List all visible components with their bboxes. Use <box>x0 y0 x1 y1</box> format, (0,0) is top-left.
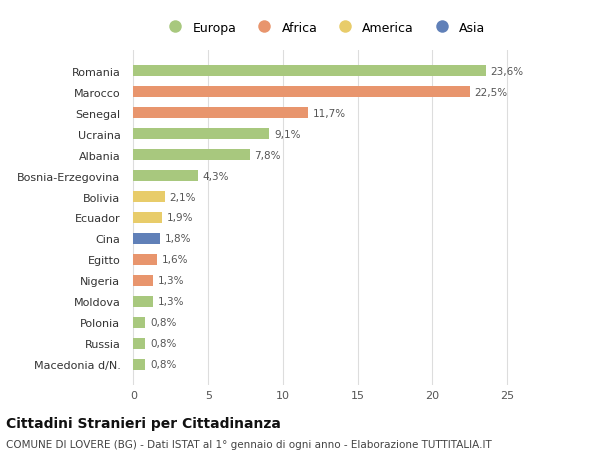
Bar <box>133 66 486 77</box>
Text: 7,8%: 7,8% <box>254 150 281 160</box>
Bar <box>133 191 165 203</box>
Bar <box>133 212 162 224</box>
Text: 1,3%: 1,3% <box>157 297 184 307</box>
Text: 23,6%: 23,6% <box>491 67 524 77</box>
Bar <box>133 87 470 98</box>
Bar <box>133 359 145 370</box>
Bar <box>133 275 153 286</box>
Text: 0,8%: 0,8% <box>150 318 176 328</box>
Text: 1,8%: 1,8% <box>165 234 191 244</box>
Bar <box>133 150 250 161</box>
Bar <box>133 233 160 245</box>
Bar <box>133 338 145 349</box>
Text: 1,3%: 1,3% <box>157 276 184 286</box>
Text: 9,1%: 9,1% <box>274 129 301 139</box>
Bar <box>133 254 157 266</box>
Text: COMUNE DI LOVERE (BG) - Dati ISTAT al 1° gennaio di ogni anno - Elaborazione TUT: COMUNE DI LOVERE (BG) - Dati ISTAT al 1°… <box>6 440 492 449</box>
Text: 0,8%: 0,8% <box>150 339 176 349</box>
Text: 4,3%: 4,3% <box>202 171 229 181</box>
Text: 1,9%: 1,9% <box>166 213 193 223</box>
Text: 11,7%: 11,7% <box>313 108 346 118</box>
Text: 2,1%: 2,1% <box>169 192 196 202</box>
Text: 1,6%: 1,6% <box>162 255 188 265</box>
Legend: Europa, Africa, America, Asia: Europa, Africa, America, Asia <box>158 17 490 39</box>
Bar <box>133 129 269 140</box>
Bar <box>133 296 153 308</box>
Text: 0,8%: 0,8% <box>150 359 176 369</box>
Text: Cittadini Stranieri per Cittadinanza: Cittadini Stranieri per Cittadinanza <box>6 416 281 430</box>
Text: 22,5%: 22,5% <box>474 87 508 97</box>
Bar <box>133 170 198 182</box>
Bar <box>133 317 145 329</box>
Bar <box>133 107 308 119</box>
